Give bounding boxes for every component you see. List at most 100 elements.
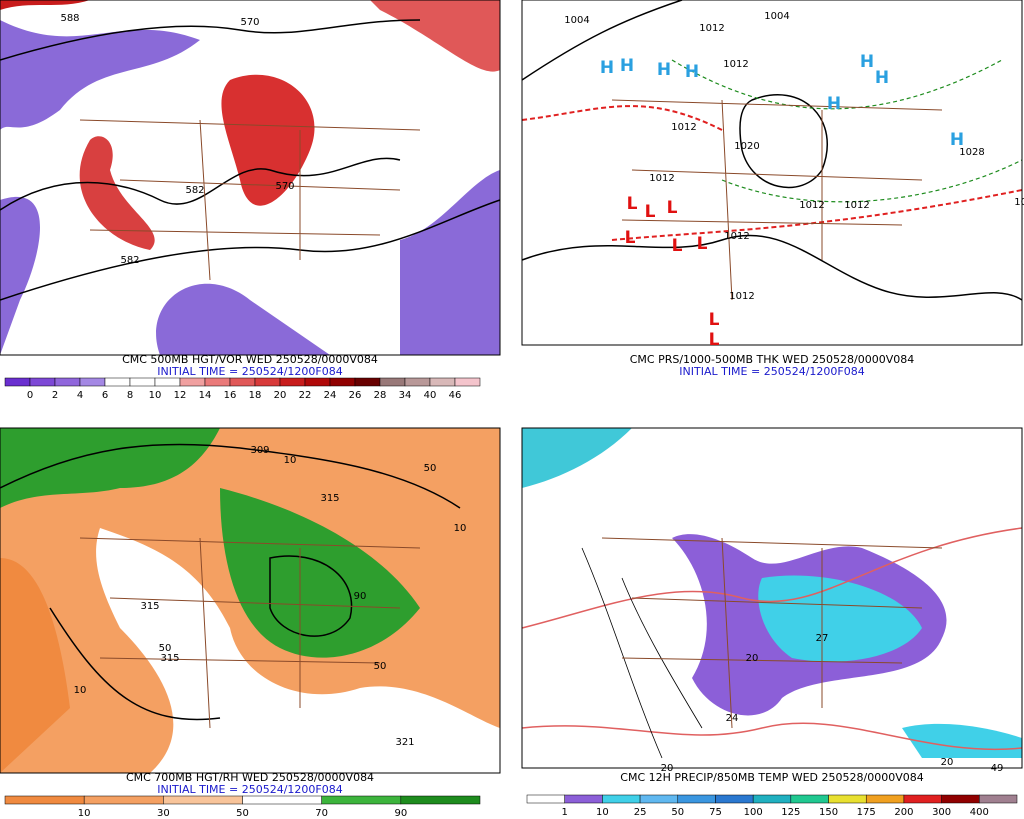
contour-label: 570 bbox=[240, 17, 259, 28]
colorbar-label: 16 bbox=[224, 390, 237, 401]
colorbar-label: 40 bbox=[424, 390, 437, 401]
color-swatch bbox=[941, 794, 980, 804]
color-swatch bbox=[229, 377, 256, 387]
colorbar-label: 30 bbox=[157, 808, 170, 819]
color-swatch bbox=[321, 795, 402, 805]
contour-label: 1012 bbox=[723, 59, 748, 70]
color-swatch bbox=[865, 794, 905, 804]
contour-label: 1012 bbox=[799, 200, 824, 211]
color-swatch bbox=[429, 377, 456, 387]
colorbar-label: 100 bbox=[744, 807, 763, 818]
color-swatch bbox=[677, 794, 716, 804]
contour-label: 27 bbox=[816, 633, 829, 644]
colorbar-label: 34 bbox=[399, 390, 412, 401]
colorbar-label: 14 bbox=[199, 390, 212, 401]
colorbar-label: 175 bbox=[857, 807, 876, 818]
colorbar-label: 50 bbox=[236, 808, 249, 819]
color-swatch bbox=[179, 377, 206, 387]
color-swatch bbox=[163, 795, 243, 805]
contour-label: 582 bbox=[185, 185, 204, 196]
colorbar-label: 125 bbox=[781, 807, 800, 818]
contour-label: 1020 bbox=[734, 141, 759, 152]
panel: CMC PRS/1000-500MB THK WED 250528/0000V0… bbox=[564, 11, 1024, 378]
panel-title: CMC PRS/1000-500MB THK WED 250528/0000V0… bbox=[630, 353, 915, 366]
contour-label: 50 bbox=[159, 643, 172, 654]
low-symbol: L bbox=[672, 236, 683, 256]
colorbar-label: 75 bbox=[709, 807, 722, 818]
contour-label: 10 bbox=[454, 523, 467, 534]
high-symbol: H bbox=[827, 94, 841, 114]
contour-label: 1020 bbox=[1014, 197, 1024, 208]
contour-label: 1012 bbox=[649, 173, 674, 184]
color-swatch bbox=[154, 377, 181, 387]
contour-label: 10 bbox=[74, 685, 87, 696]
contour-label: 1012 bbox=[729, 291, 754, 302]
contour-label: 1004 bbox=[564, 15, 589, 26]
colorbar-label: 10 bbox=[596, 807, 609, 818]
contour-label: 1012 bbox=[844, 200, 869, 211]
colorbar-label: 12 bbox=[174, 390, 187, 401]
colorbar-label: 2 bbox=[52, 390, 58, 401]
colorbar-label: 10 bbox=[78, 808, 91, 819]
color-swatch bbox=[254, 377, 281, 387]
map-2 bbox=[0, 427, 501, 774]
colorbar-label: 26 bbox=[349, 390, 362, 401]
high-symbol: H bbox=[657, 60, 671, 80]
contour-label: 10 bbox=[284, 455, 297, 466]
panel: CMC 700MB HGT/RH WED 250528/0000V084INIT… bbox=[4, 445, 481, 819]
contour-label: 315 bbox=[140, 601, 159, 612]
color-swatch bbox=[526, 794, 565, 804]
colorbar-label: 300 bbox=[932, 807, 951, 818]
low-symbol: L bbox=[709, 330, 720, 350]
color-swatch bbox=[129, 377, 156, 387]
contour-label: 321 bbox=[395, 737, 414, 748]
colorbar-label: 70 bbox=[315, 808, 328, 819]
color-swatch bbox=[400, 795, 481, 805]
colorbar-label: 200 bbox=[894, 807, 913, 818]
color-swatch bbox=[304, 377, 331, 387]
color-swatch bbox=[639, 794, 679, 804]
colorbar-label: 46 bbox=[449, 390, 462, 401]
contour-label: 570 bbox=[275, 181, 294, 192]
contour-label: 20 bbox=[661, 763, 674, 774]
color-swatch bbox=[242, 795, 322, 805]
initial-time: INITIAL TIME = 250524/1200F084 bbox=[157, 365, 342, 378]
contour-label: 90 bbox=[354, 591, 367, 602]
low-symbol: L bbox=[625, 228, 636, 248]
colorbar-label: 50 bbox=[671, 807, 684, 818]
low-symbol: L bbox=[697, 234, 708, 254]
contour-label: 1012 bbox=[671, 122, 696, 133]
contour-label: 1012 bbox=[699, 23, 724, 34]
panel-title: CMC 500MB HGT/VOR WED 250528/0000V084 bbox=[122, 353, 378, 366]
color-swatch bbox=[104, 377, 131, 387]
colorbar-label: 22 bbox=[299, 390, 312, 401]
color-swatch bbox=[54, 377, 81, 387]
color-swatch bbox=[4, 795, 85, 805]
color-swatch bbox=[715, 794, 754, 804]
contour-label: 20 bbox=[746, 653, 759, 664]
initial-time: INITIAL TIME = 250524/1200F084 bbox=[679, 365, 864, 378]
colorbar-label: 18 bbox=[249, 390, 262, 401]
color-swatch bbox=[279, 377, 306, 387]
colorbar-label: 0 bbox=[27, 390, 33, 401]
contour-label: 1012 bbox=[724, 231, 749, 242]
low-symbol: L bbox=[667, 198, 678, 218]
colorbar-label: 24 bbox=[324, 390, 337, 401]
colorbar-label: 20 bbox=[274, 390, 287, 401]
color-swatch bbox=[790, 794, 829, 804]
colorbar-label: 6 bbox=[102, 390, 108, 401]
map-3 bbox=[521, 427, 1023, 769]
colorbar-label: 10 bbox=[149, 390, 162, 401]
color-swatch bbox=[454, 377, 481, 387]
color-swatch bbox=[602, 794, 641, 804]
color-swatch bbox=[379, 377, 406, 387]
colorbar-label: 150 bbox=[819, 807, 838, 818]
low-symbol: L bbox=[645, 202, 656, 222]
contour-label: 315 bbox=[160, 653, 179, 664]
color-swatch bbox=[329, 377, 356, 387]
low-symbol: L bbox=[709, 310, 720, 330]
contour-label: 20 bbox=[941, 757, 954, 768]
color-swatch bbox=[752, 794, 792, 804]
high-symbol: H bbox=[950, 130, 964, 150]
